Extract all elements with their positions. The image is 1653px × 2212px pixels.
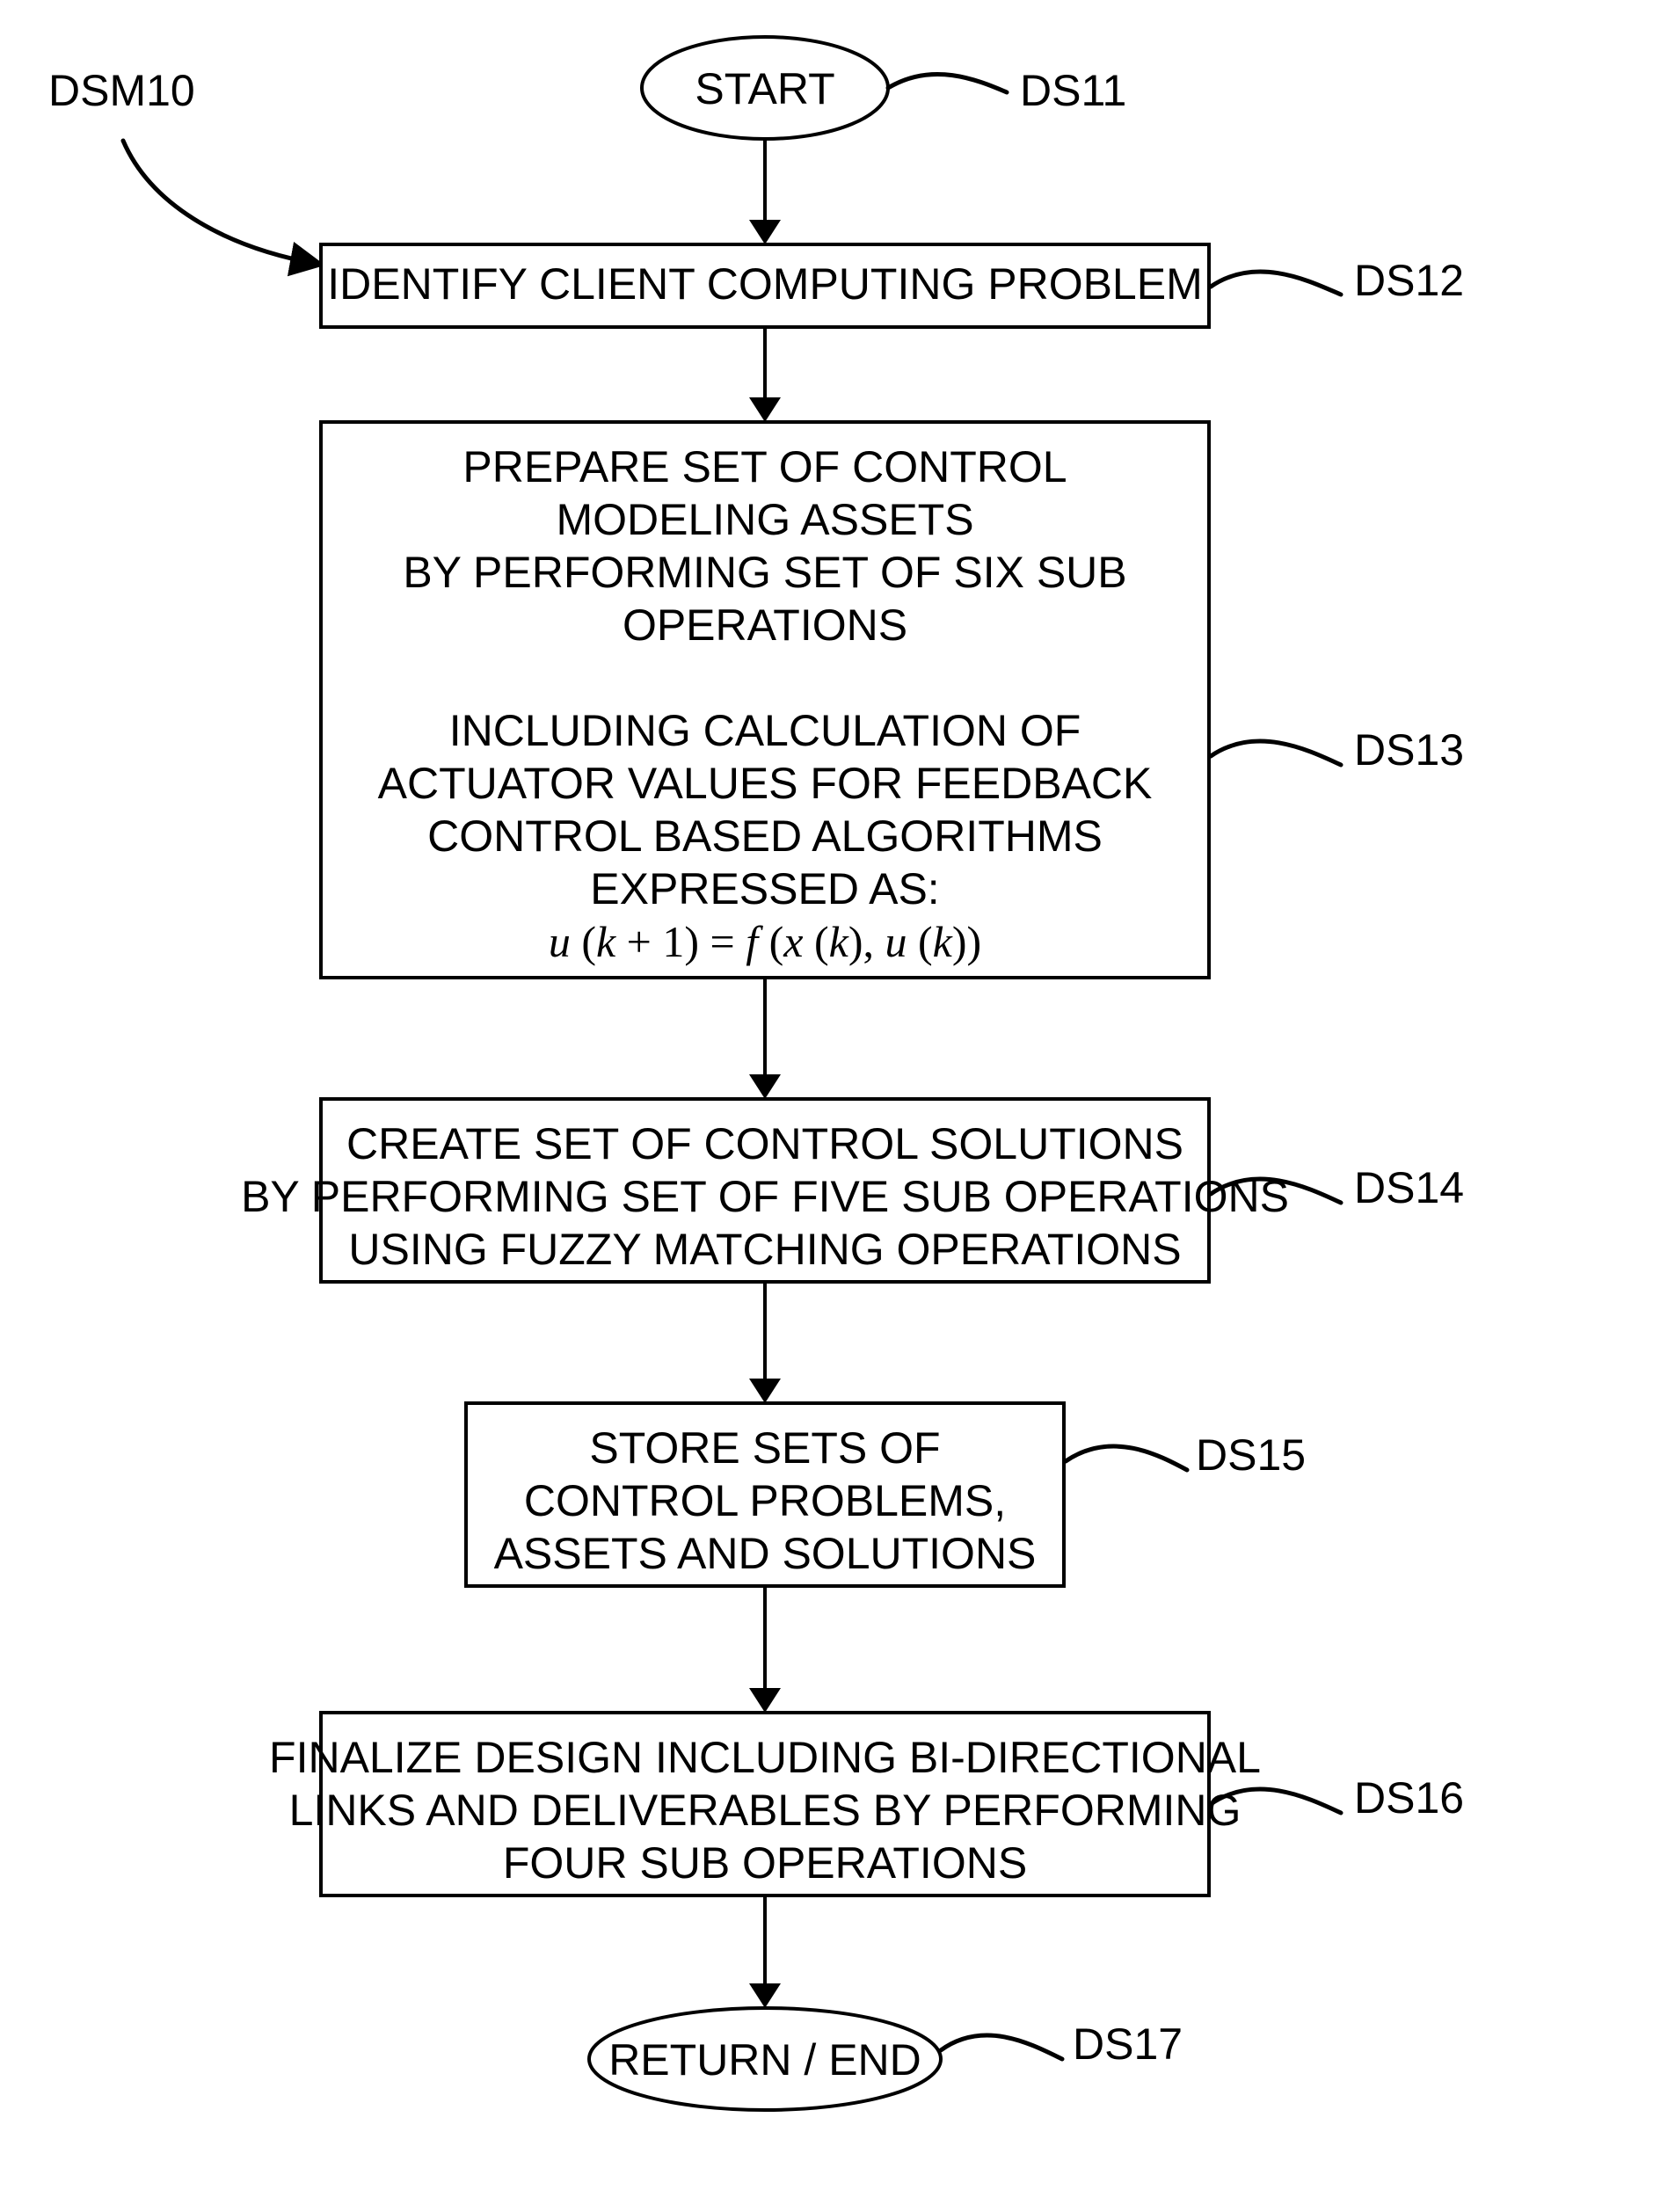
dsm10-arrow bbox=[123, 141, 317, 264]
ds13-l7: ACTUATOR VALUES FOR FEEDBACK bbox=[378, 759, 1153, 808]
ds13-l4: OPERATIONS bbox=[623, 600, 907, 650]
ds16-l3: FOUR SUB OPERATIONS bbox=[503, 1838, 1027, 1888]
ds13-l1: PREPARE SET OF CONTROL bbox=[462, 442, 1067, 491]
callout-ds17 bbox=[941, 2035, 1062, 2059]
node-end-text: RETURN / END bbox=[608, 2035, 921, 2085]
ds13-l3: BY PERFORMING SET OF SIX SUB bbox=[403, 548, 1126, 597]
node-start-text: START bbox=[695, 64, 834, 113]
ds15-l1: STORE SETS OF bbox=[589, 1423, 940, 1473]
ds15-l2: CONTROL PROBLEMS, bbox=[524, 1476, 1006, 1525]
ds13-l9: EXPRESSED AS: bbox=[590, 864, 939, 913]
callout-ds12 bbox=[1211, 272, 1341, 295]
ds13-l2: MODELING ASSETS bbox=[556, 495, 973, 544]
label-ds13: DS13 bbox=[1354, 725, 1464, 775]
label-dsm10: DSM10 bbox=[48, 66, 195, 115]
label-ds12: DS12 bbox=[1354, 256, 1464, 305]
ds14-l2: BY PERFORMING SET OF FIVE SUB OPERATIONS bbox=[241, 1172, 1289, 1221]
arrowhead-6 bbox=[749, 1983, 781, 2008]
arrowhead-2 bbox=[749, 397, 781, 422]
ds13-l6: INCLUDING CALCULATION OF bbox=[449, 706, 1081, 755]
ds15-l3: ASSETS AND SOLUTIONS bbox=[494, 1529, 1037, 1578]
ds16-l2: LINKS AND DELIVERABLES BY PERFORMING bbox=[289, 1786, 1242, 1835]
label-ds15: DS15 bbox=[1196, 1430, 1306, 1480]
callout-ds13 bbox=[1211, 741, 1341, 765]
label-ds17: DS17 bbox=[1073, 2019, 1183, 2069]
node-ds12-text: IDENTIFY CLIENT COMPUTING PROBLEM bbox=[327, 259, 1203, 309]
arrowhead-5 bbox=[749, 1688, 781, 1713]
arrowhead-4 bbox=[749, 1379, 781, 1403]
arrowhead-3 bbox=[749, 1074, 781, 1099]
label-ds11: DS11 bbox=[1020, 66, 1126, 115]
ds14-l1: CREATE SET OF CONTROL SOLUTIONS bbox=[346, 1119, 1183, 1168]
label-ds14: DS14 bbox=[1354, 1163, 1464, 1212]
callout-ds11 bbox=[888, 74, 1007, 92]
flowchart-canvas: DSM10 START DS11 IDENTIFY CLIENT COMPUTI… bbox=[0, 0, 1653, 2212]
ds14-l3: USING FUZZY MATCHING OPERATIONS bbox=[348, 1225, 1181, 1274]
ds13-formula: u (k + 1) = f (x (k), u (k)) bbox=[549, 917, 981, 966]
label-ds16: DS16 bbox=[1354, 1773, 1464, 1823]
ds16-l1: FINALIZE DESIGN INCLUDING BI-DIRECTIONAL bbox=[269, 1733, 1261, 1782]
ds13-l8: CONTROL BASED ALGORITHMS bbox=[427, 811, 1103, 861]
arrowhead-1 bbox=[749, 220, 781, 244]
callout-ds15 bbox=[1066, 1446, 1187, 1470]
